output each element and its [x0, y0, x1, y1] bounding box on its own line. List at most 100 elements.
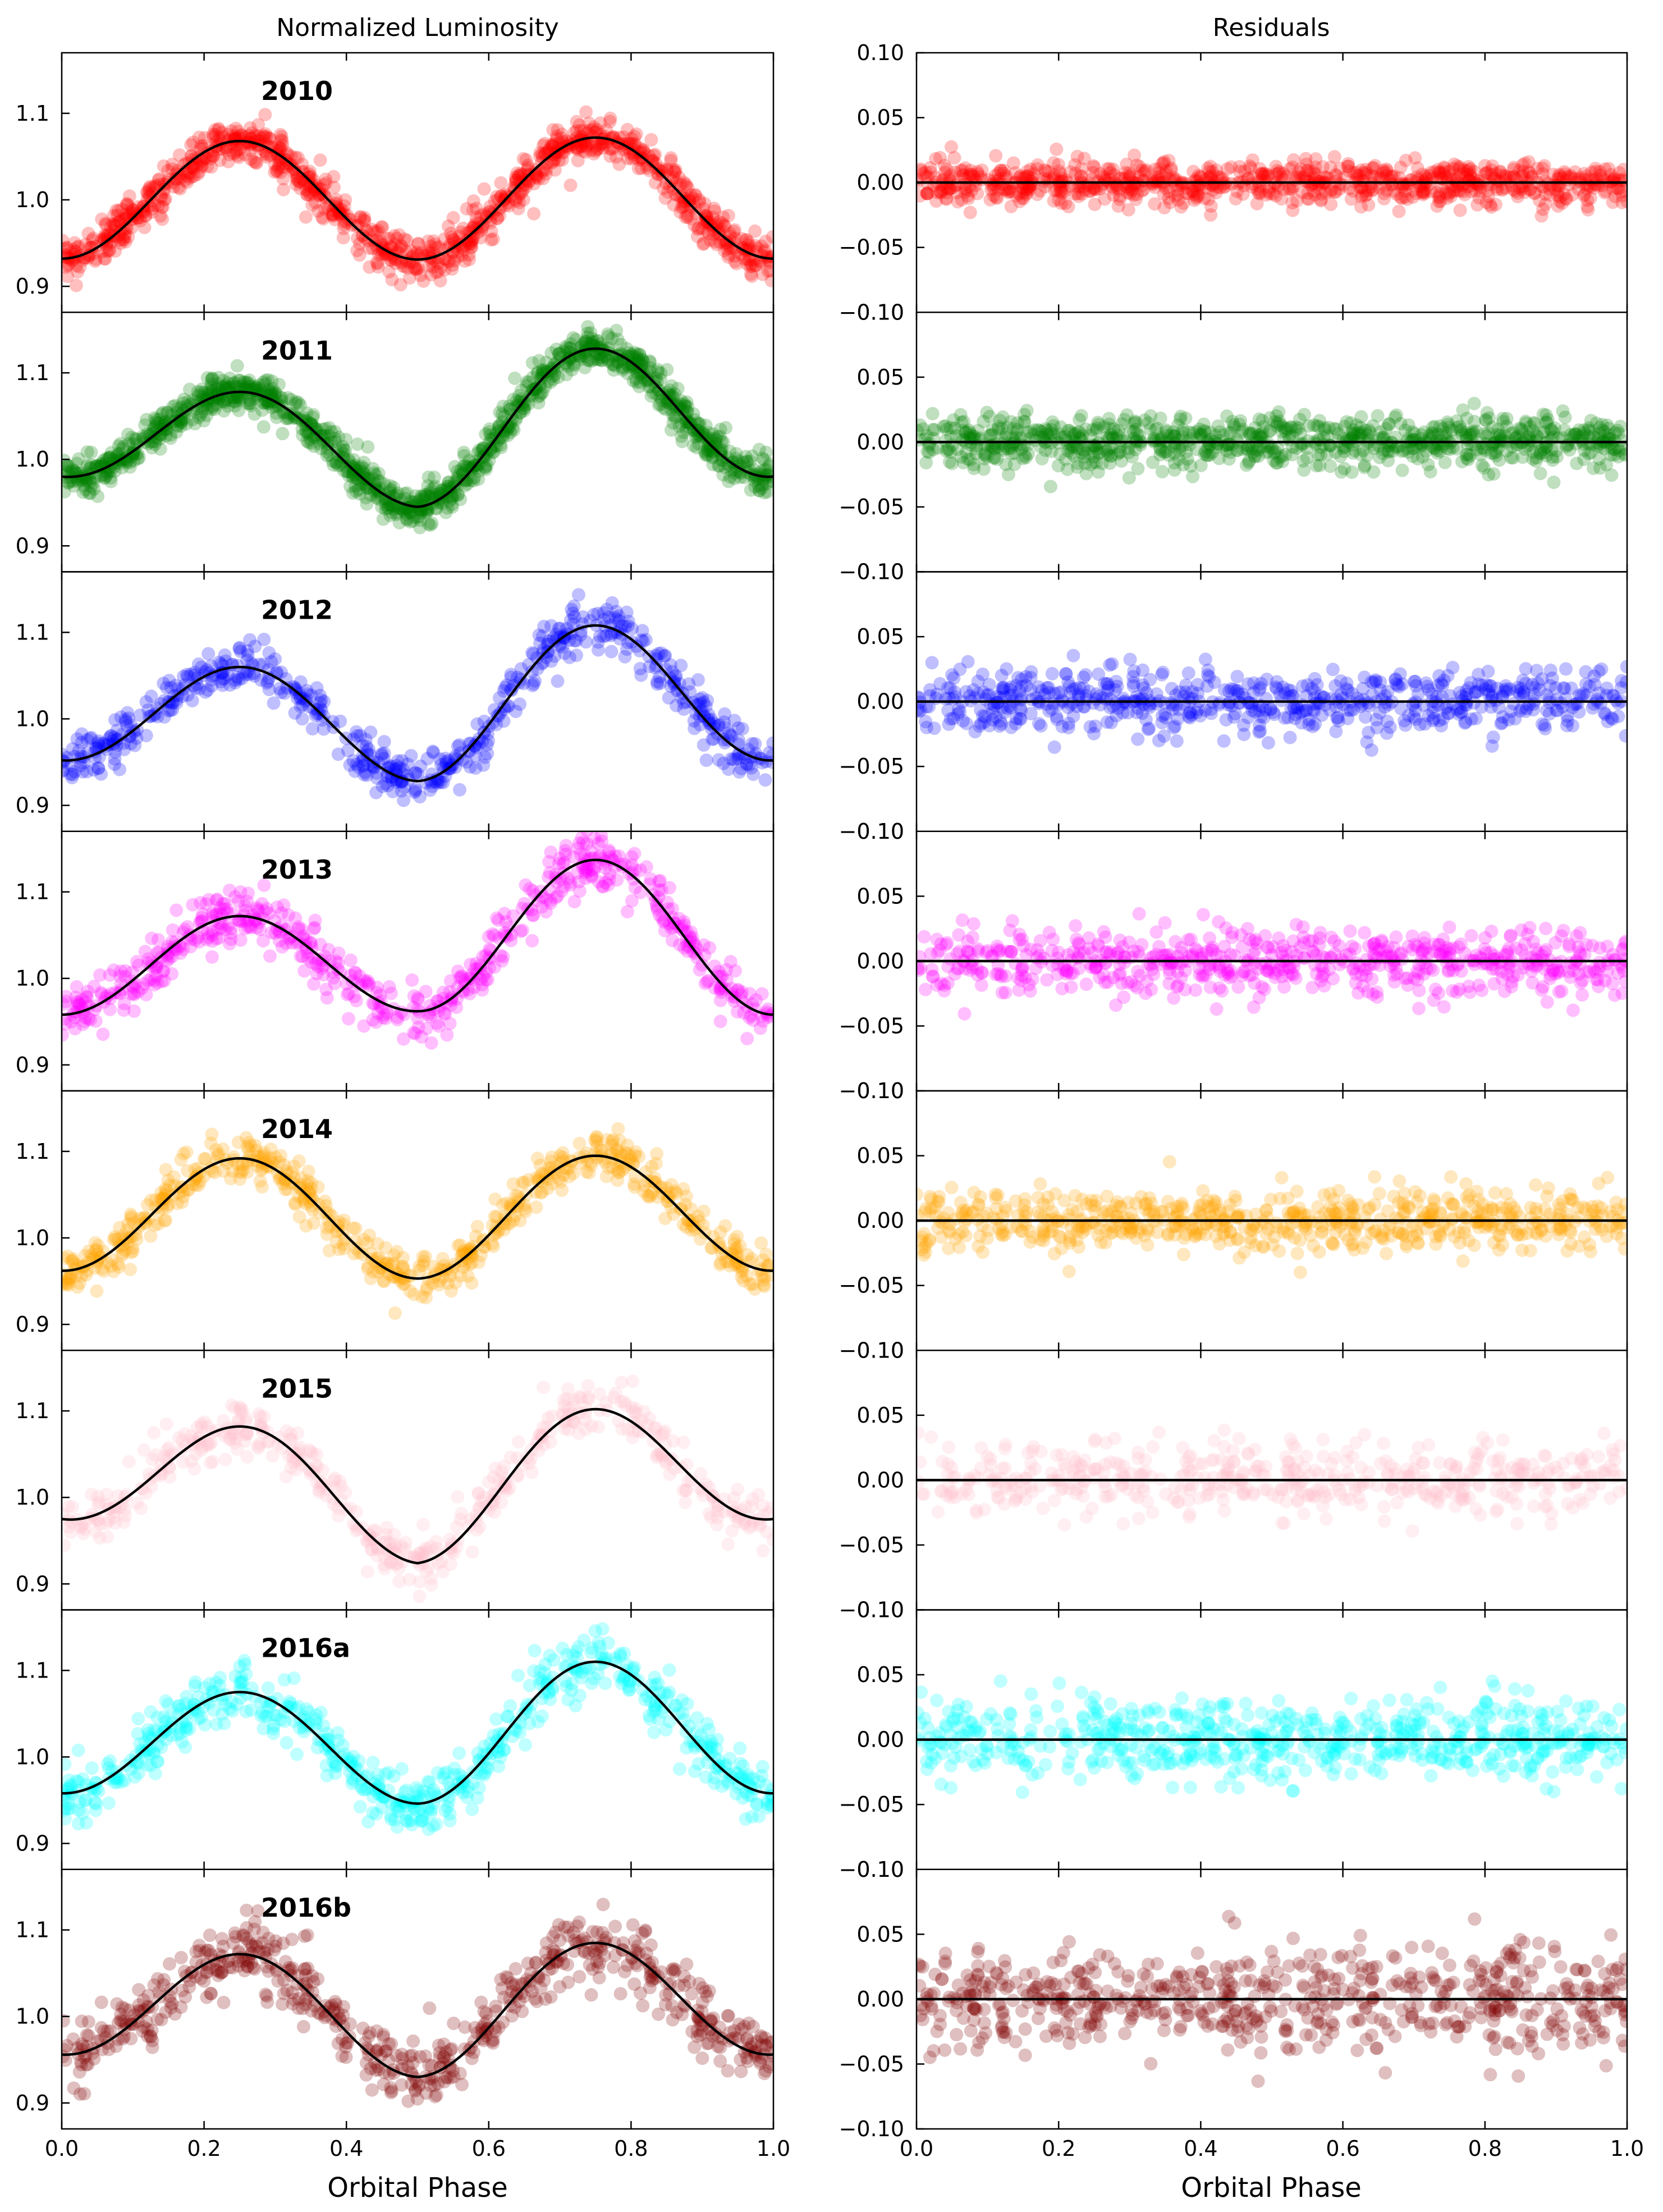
data-point: [333, 207, 347, 221]
residual-point: [936, 173, 949, 188]
residual-point: [1558, 167, 1572, 181]
data-point: [353, 487, 367, 501]
data-point: [426, 260, 440, 274]
data-point: [567, 126, 581, 140]
data-point: [116, 232, 130, 246]
residual-point: [1285, 196, 1299, 209]
data-point: [754, 239, 768, 253]
residual-point: [1098, 171, 1111, 185]
data-point: [612, 157, 626, 171]
data-point: [108, 464, 122, 478]
data-point: [676, 200, 690, 214]
residual-point: [1573, 171, 1587, 185]
data-point: [346, 486, 360, 500]
data-point: [763, 264, 773, 278]
data-point: [503, 416, 517, 430]
residual-point: [1206, 183, 1220, 197]
residual-point: [1019, 170, 1033, 184]
residual-point: [990, 174, 1004, 188]
data-point: [235, 128, 249, 142]
data-point: [273, 127, 287, 141]
data-point: [288, 150, 303, 164]
data-point: [126, 437, 140, 451]
data-point: [206, 149, 220, 163]
data-point: [663, 388, 677, 402]
data-point: [103, 450, 117, 464]
residual-point: [1465, 437, 1479, 451]
data-point: [539, 167, 553, 181]
data-point: [483, 205, 497, 219]
residual-point: [1296, 437, 1310, 451]
data-point: [706, 458, 720, 472]
data-point: [526, 371, 540, 385]
residual-point: [1254, 167, 1268, 181]
residual-point: [1024, 162, 1038, 176]
data-point: [157, 193, 171, 207]
residual-point: [1371, 409, 1385, 423]
residual-point: [1353, 181, 1367, 195]
data-point: [187, 169, 201, 183]
residual-point: [1083, 184, 1097, 198]
residual-point: [1433, 167, 1447, 181]
data-point: [264, 140, 278, 154]
data-point: [302, 185, 315, 199]
residual-point: [1078, 152, 1091, 166]
data-point: [300, 188, 314, 202]
data-point: [102, 244, 116, 258]
residual-point: [1473, 180, 1487, 194]
data-point: [171, 414, 185, 428]
data-point: [271, 400, 285, 414]
data-point: [451, 487, 465, 501]
data-point: [509, 194, 523, 208]
data-point: [352, 237, 366, 251]
data-point: [367, 466, 381, 480]
residual-point: [1572, 182, 1586, 196]
data-point: [377, 735, 391, 749]
residual-point: [1155, 157, 1169, 171]
residual-point: [1148, 197, 1162, 211]
data-point: [297, 411, 310, 425]
data-point: [84, 475, 98, 489]
data-point: [422, 244, 436, 258]
residual-point: [1444, 169, 1458, 183]
data-point: [171, 164, 185, 178]
residual-point: [1030, 188, 1044, 202]
data-point: [712, 459, 726, 473]
residual-point: [1158, 181, 1172, 195]
residual-point: [1253, 162, 1267, 176]
data-point: [376, 512, 390, 526]
residual-point: [1254, 185, 1267, 199]
data-point: [368, 477, 382, 491]
residual-point: [1273, 165, 1286, 179]
data-point: [288, 397, 303, 411]
residual-point: [1555, 171, 1569, 185]
data-point: [402, 271, 416, 285]
data-point: [85, 233, 99, 247]
residual-point: [1257, 169, 1271, 183]
data-point: [83, 473, 97, 487]
residual-point: [1394, 161, 1408, 174]
data-point: [462, 454, 476, 468]
data-point: [420, 488, 434, 502]
residual-point: [1605, 174, 1619, 188]
data-point: [593, 340, 607, 354]
data-point: [156, 418, 170, 432]
residual-point: [1580, 200, 1595, 214]
data-point: [590, 123, 604, 137]
residual-point: [1174, 409, 1188, 423]
data-point: [686, 191, 700, 205]
residual-point: [1298, 174, 1312, 188]
data-point: [648, 148, 662, 162]
residual-point: [917, 164, 928, 178]
residual-point: [970, 164, 984, 179]
residual-point: [946, 181, 960, 195]
fit-curve-2010: [62, 136, 773, 261]
data-point: [504, 668, 518, 682]
data-point: [99, 218, 113, 232]
data-point: [157, 159, 171, 173]
data-point: [465, 224, 478, 238]
residual-point: [1513, 164, 1527, 177]
data-point: [293, 175, 307, 189]
residual-point: [1113, 193, 1127, 206]
data-point: [164, 428, 177, 442]
